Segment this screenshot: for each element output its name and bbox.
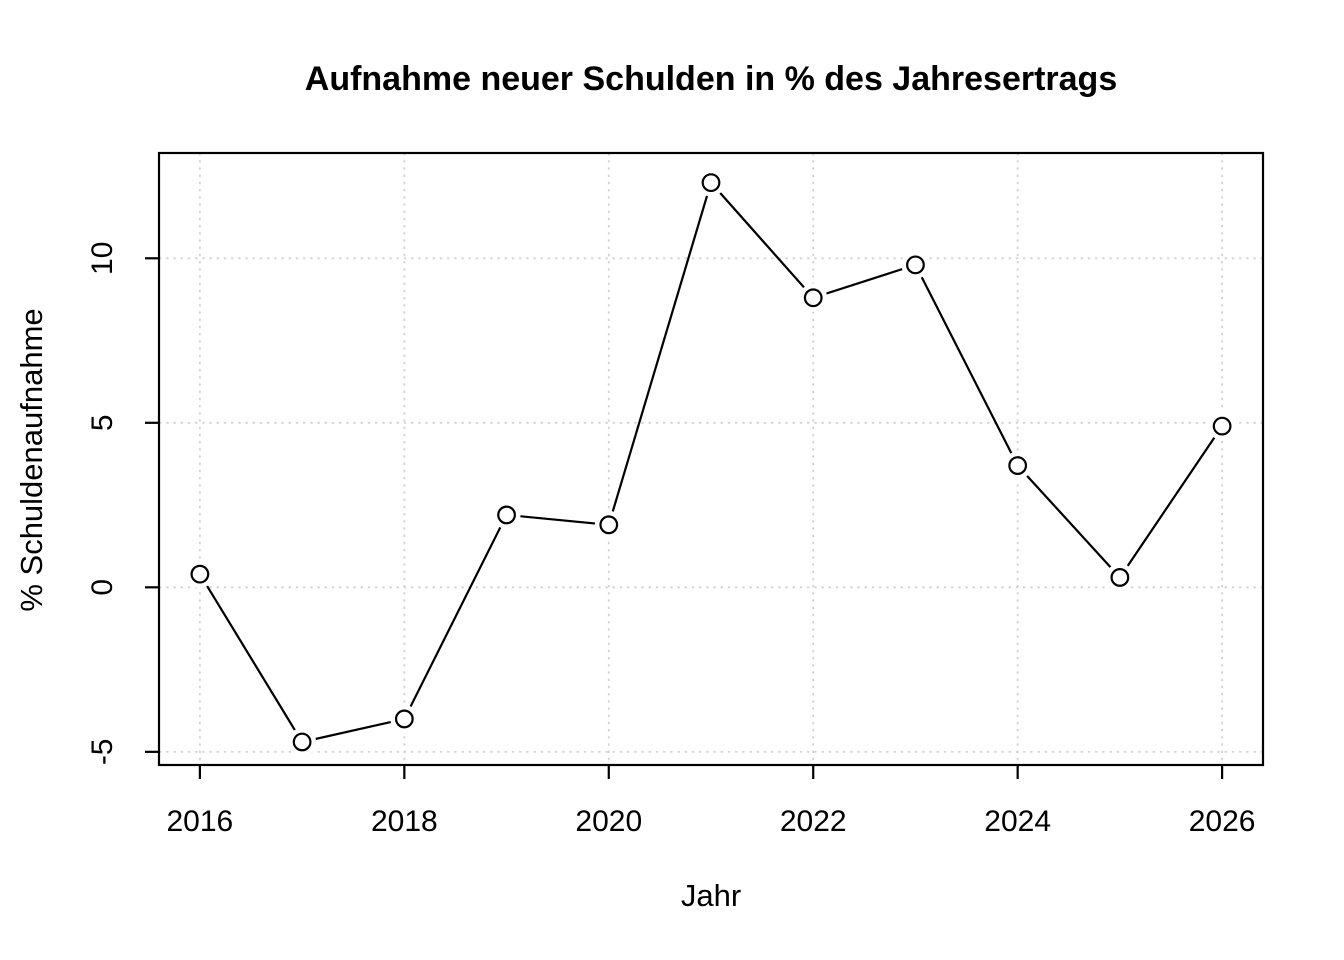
data-point [803, 288, 823, 308]
data-point [1212, 416, 1232, 436]
x-tick-label: 2022 [780, 805, 847, 838]
x-axis-label: Jahr [680, 878, 742, 913]
y-tick-label: 0 [86, 579, 119, 596]
plot-box [157, 151, 1265, 767]
data-point [190, 564, 210, 584]
data-line [198, 180, 1224, 744]
data-point [701, 173, 721, 193]
chart-title: Aufnahme neuer Schulden in % des Jahrese… [304, 60, 1118, 98]
data-point [497, 505, 516, 525]
x-tick-label: 2026 [1189, 805, 1256, 838]
x-tick-label: 2024 [984, 805, 1051, 838]
y-tick-label: -5 [86, 738, 119, 765]
y-tick-label: 5 [86, 414, 119, 431]
x-tick-label: 2016 [167, 805, 234, 838]
y-tick-label: 10 [86, 242, 119, 275]
data-point [1110, 568, 1130, 587]
x-tick-label: 2018 [371, 805, 438, 838]
data-point [1008, 456, 1028, 475]
data-point [394, 709, 414, 729]
data-point [599, 515, 619, 535]
x-tick-label: 2020 [575, 805, 642, 838]
data-point [292, 732, 312, 752]
data-point [906, 255, 925, 275]
